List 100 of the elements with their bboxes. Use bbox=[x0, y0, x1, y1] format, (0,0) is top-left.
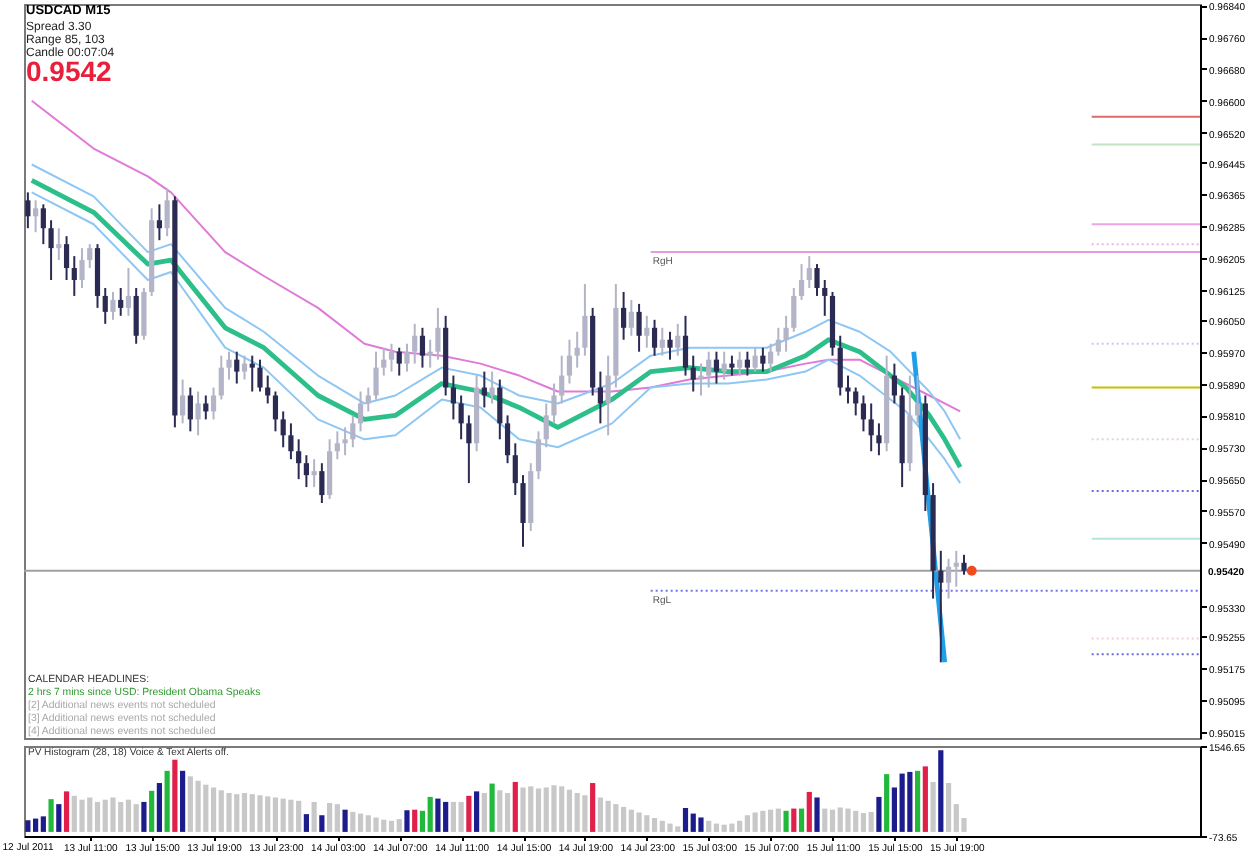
candlestick bbox=[373, 350, 379, 401]
candlestick bbox=[102, 286, 108, 325]
candlestick bbox=[891, 362, 897, 405]
candlestick bbox=[79, 247, 85, 289]
bar bbox=[698, 817, 704, 832]
bar bbox=[768, 809, 774, 832]
bar bbox=[798, 808, 805, 832]
annotation: 0.9542 bbox=[26, 55, 113, 87]
candlestick bbox=[141, 286, 147, 341]
candlestick bbox=[860, 394, 867, 433]
candlestick bbox=[25, 191, 31, 230]
candlestick bbox=[814, 263, 820, 297]
bar bbox=[559, 786, 565, 832]
bar bbox=[218, 790, 224, 832]
candlestick bbox=[961, 553, 967, 576]
bar bbox=[597, 797, 603, 832]
candlestick bbox=[187, 386, 193, 433]
candlestick bbox=[427, 338, 433, 369]
candlestick bbox=[110, 290, 116, 321]
bar bbox=[102, 799, 108, 832]
candlestick bbox=[682, 314, 689, 377]
bar bbox=[373, 817, 379, 832]
candlestick bbox=[535, 430, 542, 481]
bar bbox=[334, 804, 340, 832]
candlestick bbox=[876, 422, 882, 457]
bar bbox=[187, 776, 193, 832]
bar bbox=[63, 791, 70, 832]
bar bbox=[265, 796, 271, 832]
candlestick bbox=[342, 426, 348, 457]
bar bbox=[543, 787, 549, 832]
candlestick bbox=[512, 442, 518, 497]
bar bbox=[272, 797, 279, 832]
candlestick bbox=[775, 326, 781, 357]
bar bbox=[675, 826, 681, 832]
candlestick bbox=[605, 354, 611, 437]
bar bbox=[721, 824, 727, 832]
bar bbox=[845, 808, 851, 832]
candlestick bbox=[125, 267, 132, 317]
candlestick bbox=[628, 298, 634, 337]
candlestick bbox=[71, 255, 77, 297]
bar bbox=[829, 809, 836, 832]
candlestick bbox=[721, 350, 727, 381]
bar bbox=[141, 801, 147, 832]
bar bbox=[350, 811, 356, 832]
candlestick bbox=[450, 374, 456, 421]
bar bbox=[489, 783, 495, 832]
candlestick bbox=[156, 203, 162, 242]
bar bbox=[729, 823, 735, 832]
bar bbox=[636, 812, 642, 832]
bar bbox=[33, 818, 39, 832]
bar bbox=[435, 798, 441, 832]
bar bbox=[180, 770, 186, 832]
bar bbox=[226, 793, 232, 832]
candlestick bbox=[48, 219, 54, 281]
candlestick bbox=[945, 557, 952, 600]
bar bbox=[94, 801, 101, 832]
candlestick bbox=[241, 354, 248, 381]
candlestick bbox=[288, 422, 294, 461]
candlestick bbox=[953, 549, 959, 588]
candlestick bbox=[768, 342, 774, 373]
candlestick bbox=[667, 330, 673, 361]
bar bbox=[381, 819, 387, 832]
candlestick bbox=[164, 187, 170, 238]
bar bbox=[149, 790, 155, 832]
bar bbox=[605, 800, 611, 832]
candlestick bbox=[845, 374, 851, 405]
candlestick bbox=[303, 454, 309, 489]
candlestick bbox=[497, 378, 503, 441]
candlestick bbox=[63, 235, 70, 281]
bar bbox=[311, 801, 317, 832]
candlestick bbox=[33, 199, 39, 234]
bar bbox=[690, 813, 696, 832]
bar bbox=[48, 799, 54, 832]
bar bbox=[876, 796, 882, 832]
candlestick bbox=[597, 370, 603, 425]
candlestick bbox=[118, 286, 124, 317]
bar bbox=[234, 794, 240, 832]
bar bbox=[706, 820, 712, 832]
bar bbox=[458, 801, 464, 832]
candlestick bbox=[915, 374, 921, 425]
candlestick bbox=[396, 346, 402, 377]
bar bbox=[868, 811, 874, 832]
bar bbox=[775, 808, 781, 832]
candlestick bbox=[690, 354, 696, 393]
bar bbox=[899, 773, 905, 832]
bar bbox=[303, 814, 309, 832]
bar bbox=[551, 785, 557, 832]
bar bbox=[791, 808, 797, 832]
bar bbox=[667, 823, 673, 832]
candlestick bbox=[203, 394, 209, 421]
candlestick bbox=[272, 390, 279, 433]
candlestick bbox=[837, 334, 843, 397]
candlestick bbox=[907, 374, 913, 473]
bar bbox=[806, 791, 812, 832]
candlestick bbox=[806, 255, 812, 289]
bar bbox=[481, 793, 487, 832]
bar bbox=[860, 813, 867, 832]
bar bbox=[915, 770, 921, 832]
candlestick bbox=[210, 386, 217, 421]
candlestick bbox=[234, 350, 240, 385]
